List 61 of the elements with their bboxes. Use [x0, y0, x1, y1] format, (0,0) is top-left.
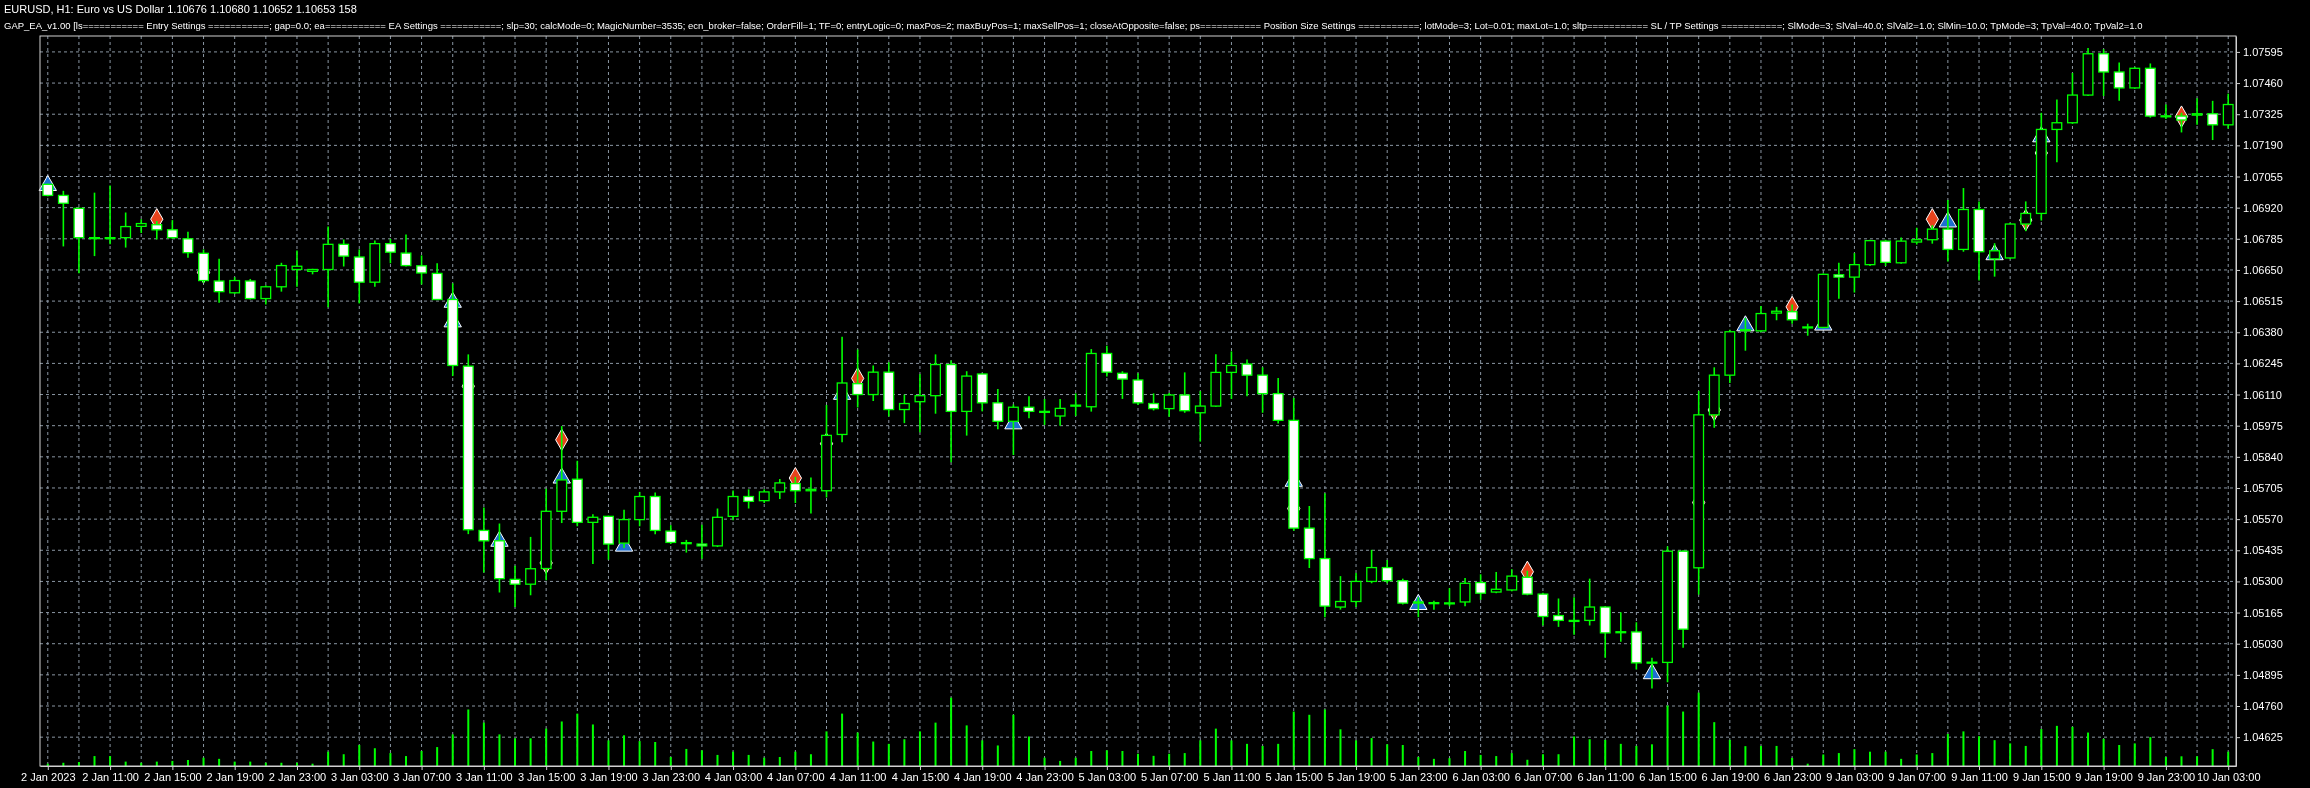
x-tick-label: 9 Jan 07:00 — [1888, 770, 1946, 783]
x-tick-label: 9 Jan 23:00 — [2137, 770, 2196, 783]
x-tick-label: 4 Jan 19:00 — [954, 770, 1012, 783]
y-tick-label: 1.05300 — [2243, 575, 2283, 588]
x-tick-label: 3 Jan 07:00 — [393, 770, 451, 783]
chart-title: EURUSD, H1: Euro vs US Dollar 1.10676 1.10680 1.10652 1.10653 158 — [4, 3, 357, 15]
x-tick-label: 9 Jan 19:00 — [2075, 770, 2133, 783]
y-tick-label: 1.06515 — [2243, 295, 2283, 308]
y-tick-label: 1.06785 — [2243, 232, 2283, 245]
y-tick-label: 1.05030 — [2243, 637, 2283, 650]
y-tick-label: 1.05570 — [2243, 513, 2283, 526]
x-tick-label: 5 Jan 19:00 — [1327, 770, 1386, 783]
x-tick-label: 9 Jan 11:00 — [1951, 770, 2008, 783]
x-tick-label: 3 Jan 11:00 — [456, 770, 513, 783]
x-tick-label: 3 Jan 15:00 — [517, 770, 576, 783]
y-tick-label: 1.07325 — [2243, 108, 2283, 121]
y-tick-label: 1.06920 — [2243, 201, 2283, 214]
x-tick-label: 3 Jan 03:00 — [331, 770, 389, 783]
x-tick-label: 10 Jan 03:00 — [2196, 770, 2261, 783]
chart-subtitle: GAP_EA_v1.00 [ls=========== Entry Settings ===========; gap=0.0; ea=========== EA Settings ===========; slp=30; calcMode=0; MagicNumber=3535; ecn_broker=false; OrderFill=1; TF=0; entryLogic=0; maxPos=2; maxBuyPos=1; maxSellPos=1; closeAtOpposite=false; ps=========== Position Size Settings ===========; lotMode=3; Lot=0.01; maxLot=1.0; sltp=========== SL / TP Settings ===========; SlMode=3; SlVal=40.0; SlVal2=1.0; SlMin=10.0; TpMode=3; TpVal=40.0; TpVal2=1.0 — [4, 20, 2143, 31]
x-tick-label: 4 Jan 15:00 — [891, 770, 950, 783]
y-tick-label: 1.05840 — [2243, 450, 2283, 463]
y-tick-label: 1.05165 — [2243, 606, 2283, 619]
x-tick-label: 6 Jan 19:00 — [1701, 770, 1760, 783]
y-tick-label: 1.04625 — [2243, 731, 2283, 744]
y-tick-label: 1.06380 — [2243, 326, 2283, 339]
x-tick-label: 5 Jan 15:00 — [1265, 770, 1323, 783]
x-tick-label: 3 Jan 23:00 — [642, 770, 701, 783]
y-tick-label: 1.07190 — [2243, 139, 2283, 152]
x-tick-label: 2 Jan 19:00 — [206, 770, 264, 783]
x-tick-label: 6 Jan 11:00 — [1577, 770, 1635, 783]
x-tick-label: 4 Jan 03:00 — [704, 770, 763, 783]
x-tick-label: 4 Jan 07:00 — [767, 770, 825, 783]
x-tick-label: 9 Jan 03:00 — [1826, 770, 1884, 783]
x-tick-label: 4 Jan 11:00 — [829, 770, 887, 783]
x-tick-label: 4 Jan 23:00 — [1016, 770, 1074, 783]
y-tick-label: 1.05705 — [2243, 482, 2283, 494]
x-tick-label: 6 Jan 03:00 — [1452, 770, 1510, 783]
y-tick-label: 1.04760 — [2243, 700, 2283, 713]
y-tick-label: 1.06650 — [2243, 263, 2283, 276]
x-tick-label: 5 Jan 07:00 — [1140, 770, 1199, 783]
y-tick-label: 1.06245 — [2243, 357, 2283, 370]
y-tick-label: 1.07460 — [2243, 77, 2283, 90]
x-tick-label: 6 Jan 07:00 — [1514, 770, 1573, 783]
x-tick-label: 5 Jan 11:00 — [1203, 770, 1261, 783]
x-tick-label: 2 Jan 15:00 — [144, 770, 202, 783]
y-tick-label: 1.06110 — [2243, 388, 2282, 401]
x-tick-label: 5 Jan 03:00 — [1078, 770, 1137, 783]
x-tick-label: 2 Jan 11:00 — [82, 770, 139, 783]
x-tick-label: 2 Jan 2023 — [21, 770, 76, 783]
y-tick-label: 1.04895 — [2243, 668, 2283, 681]
x-tick-label: 5 Jan 23:00 — [1390, 770, 1448, 783]
x-tick-label: 6 Jan 15:00 — [1639, 770, 1697, 783]
x-tick-label: 6 Jan 23:00 — [1763, 770, 1822, 783]
x-tick-label: 3 Jan 19:00 — [580, 770, 638, 783]
x-tick-label: 2 Jan 23:00 — [268, 770, 327, 783]
y-tick-label: 1.07595 — [2243, 45, 2283, 58]
y-tick-label: 1.07055 — [2243, 170, 2283, 183]
y-tick-label: 1.05975 — [2243, 419, 2283, 432]
x-tick-label: 9 Jan 15:00 — [2013, 770, 2071, 783]
y-tick-label: 1.05435 — [2243, 544, 2283, 557]
